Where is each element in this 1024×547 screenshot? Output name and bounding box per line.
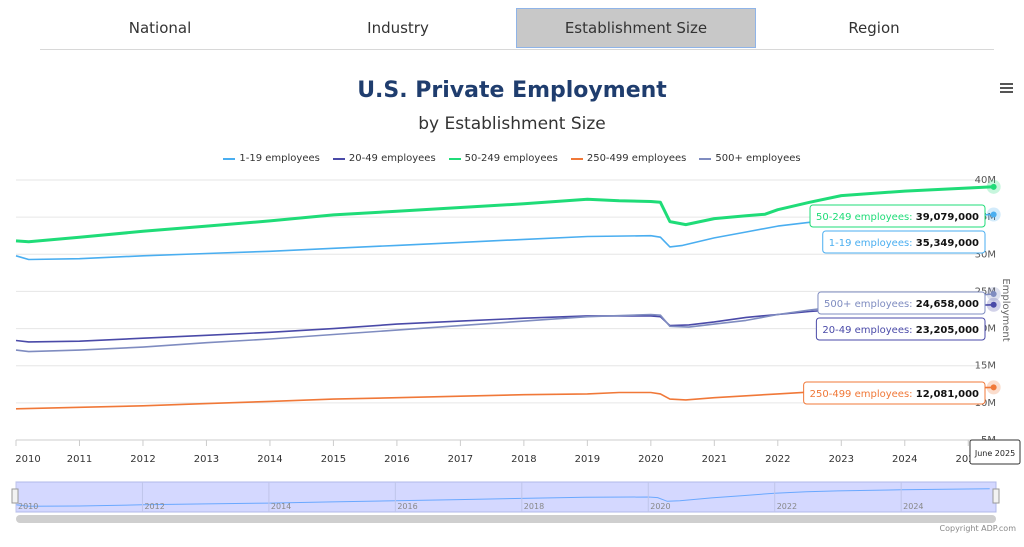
svg-text:500+ employees: 24,658,000: 500+ employees: 24,658,000: [824, 299, 979, 310]
navigator-tick-label: 2018: [524, 502, 544, 511]
navigator-series: [15, 488, 990, 507]
svg-text:50-249 employees: 39,079,000: 50-249 employees: 39,079,000: [816, 212, 979, 223]
legend-item-500-employees[interactable]: 500+ employees: [699, 153, 801, 164]
x-tick-label: 2023: [829, 454, 854, 465]
x-tick-label: 2013: [194, 454, 219, 465]
tooltips: 50-249 employees: 39,079,000 1-19 employe…: [803, 204, 986, 405]
tab-establishment-size[interactable]: Establishment Size: [516, 8, 756, 48]
series-endpoint-50-249-employees: [990, 183, 997, 190]
x-tick-label: 2020: [638, 454, 663, 465]
series-endpoint-500-employees: [990, 290, 997, 297]
navigator-tick-label: 2016: [397, 502, 417, 511]
series-endpoint-250-499-employees: [990, 384, 997, 391]
navigator-tick-label: 2020: [650, 502, 670, 511]
tooltip-250-499-employees: 250-499 employees: 12,081,000: [803, 381, 986, 405]
x-tick-label: 2022: [765, 454, 790, 465]
legend-swatch: [332, 157, 345, 160]
legend-swatch: [699, 157, 712, 160]
x-tick-label: 2014: [257, 454, 282, 465]
legend-swatch: [570, 157, 583, 160]
navigator-tick-label: 2010: [18, 502, 38, 511]
crosshair-label: June 2025: [969, 439, 1021, 465]
series-line-250-499-employees: [15, 386, 994, 410]
navigator-handle-right[interactable]: [992, 488, 1000, 504]
legend-swatch: [448, 157, 461, 160]
series-line-500-employees: [15, 293, 994, 353]
tab-industry[interactable]: Industry: [367, 19, 429, 37]
legend-swatch: [223, 157, 236, 160]
legend-label: 500+ employees: [715, 153, 801, 164]
series-line-50-249-employees: [15, 185, 994, 244]
svg-text:1-19 employees: 35,349,000: 1-19 employees: 35,349,000: [829, 238, 979, 249]
svg-text:250-499 employees: 12,081,000: 250-499 employees: 12,081,000: [810, 389, 979, 400]
tooltip-50-249-employees: 50-249 employees: 39,079,000: [809, 204, 986, 228]
chart-legend: 1-19 employees 20-49 employees 50-249 empl…: [0, 153, 1024, 164]
legend-item-20-49-employees[interactable]: 20-49 employees: [332, 153, 436, 164]
series-endpoint-1-19-employees: [990, 211, 997, 218]
x-tick-label: 2017: [448, 454, 473, 465]
copyright-text: Copyright ADP.com: [939, 524, 1016, 533]
navigator-selection: [15, 481, 997, 513]
x-tick-label: 2018: [511, 454, 536, 465]
x-tick-label: 2019: [575, 454, 600, 465]
y-axis-label: Employment: [1000, 278, 1011, 341]
y-tick-label: 30M: [975, 249, 996, 260]
series-line-1-19-employees: [15, 213, 994, 261]
navigator-tick-label: 2024: [903, 502, 923, 511]
navigator-tick-label: 2022: [777, 502, 797, 511]
navigator-scrollbar[interactable]: [16, 515, 996, 523]
tab-national[interactable]: National: [128, 19, 192, 37]
svg-text:20-49 employees: 23,205,000: 20-49 employees: 23,205,000: [822, 325, 979, 336]
y-tick-label: 10M: [975, 398, 996, 409]
legend-label: 50-249 employees: [464, 153, 558, 164]
x-tick-label: 2016: [384, 454, 409, 465]
tooltip-500-employees: 500+ employees: 24,658,000: [817, 291, 986, 315]
navigator-tick-label: 2012: [144, 502, 164, 511]
x-tick-label: 2010: [15, 454, 40, 465]
x-tick-label: 2011: [67, 454, 92, 465]
navigator-handle-left[interactable]: [11, 488, 19, 504]
tab-bar: National Industry Establishment Size Reg…: [40, 6, 994, 50]
chart-subtitle: by Establishment Size: [418, 114, 606, 134]
series-lines: [15, 179, 1001, 410]
y-tick-label: 40M: [975, 175, 996, 186]
navigator-tick-label: 2014: [271, 502, 291, 511]
legend-item-1-19-employees[interactable]: 1-19 employees: [223, 153, 320, 164]
x-tick-label: 2015: [321, 454, 346, 465]
legend-item-50-249-employees[interactable]: 50-249 employees: [448, 153, 558, 164]
y-tick-label: 25M: [975, 286, 996, 297]
series-endpoint-20-49-employees: [990, 301, 997, 308]
legend-label: 20-49 employees: [348, 153, 436, 164]
legend-label: 1-19 employees: [239, 153, 320, 164]
hamburger-menu-icon[interactable]: [998, 80, 1016, 96]
tab-region[interactable]: Region: [848, 19, 900, 37]
x-tick-label: 2012: [130, 454, 155, 465]
x-axis: 2010 2011 2012 2013 2014 2015 2016 2017 2018 2019…: [15, 439, 1000, 465]
tooltip-20-49-employees: 20-49 employees: 23,205,000: [815, 317, 986, 341]
x-tick-label: 2024: [892, 454, 917, 465]
legend-label: 250-499 employees: [586, 153, 687, 164]
crosshair-date-label: June 2025: [974, 449, 1015, 458]
legend-item-250-499-employees[interactable]: 250-499 employees: [570, 153, 687, 164]
x-tick-label: 2025: [956, 454, 981, 465]
chart-title: U.S. Private Employment: [357, 78, 667, 103]
x-tick-label: 2021: [702, 454, 727, 465]
range-navigator: 2010 2012 2014 2016 2018 2020 2022 2024: [11, 481, 1000, 523]
tooltip-1-19-employees: 1-19 employees: 35,349,000: [822, 230, 986, 254]
y-tick-label: 15M: [975, 361, 996, 372]
